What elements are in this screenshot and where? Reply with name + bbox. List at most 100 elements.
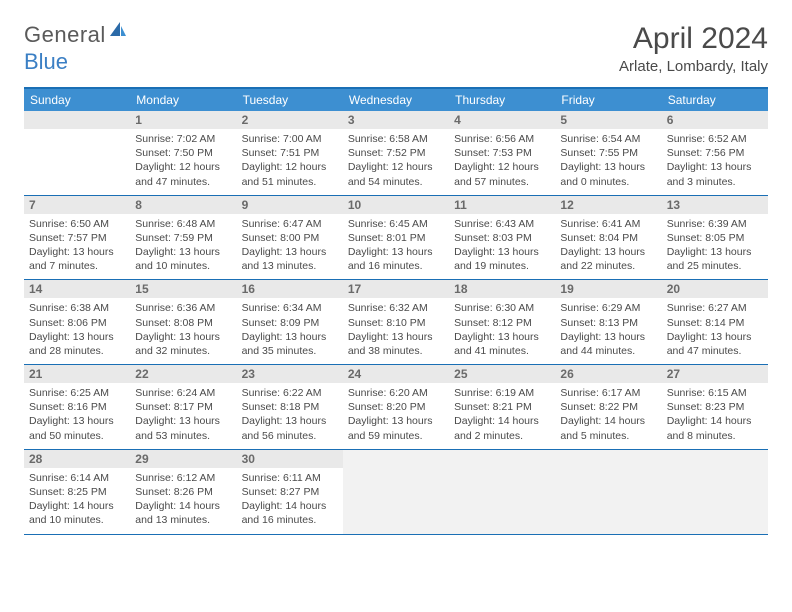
- sunset-line: Sunset: 8:17 PM: [135, 400, 231, 414]
- weekday-thursday: Thursday: [449, 89, 555, 111]
- day-body: Sunrise: 6:22 AMSunset: 8:18 PMDaylight:…: [237, 383, 343, 449]
- day-number: 18: [449, 280, 555, 298]
- day-number: 27: [662, 365, 768, 383]
- logo-text-blue: Blue: [24, 49, 768, 75]
- day-cell: 11Sunrise: 6:43 AMSunset: 8:03 PMDayligh…: [449, 196, 555, 280]
- day-body: Sunrise: 6:38 AMSunset: 8:06 PMDaylight:…: [24, 298, 130, 364]
- daylight-line: Daylight: 14 hours and 5 minutes.: [560, 414, 656, 442]
- daylight-line: Daylight: 13 hours and 13 minutes.: [242, 245, 338, 273]
- day-body: Sunrise: 6:45 AMSunset: 8:01 PMDaylight:…: [343, 214, 449, 280]
- day-cell: 20Sunrise: 6:27 AMSunset: 8:14 PMDayligh…: [662, 280, 768, 364]
- day-number: 12: [555, 196, 661, 214]
- sunset-line: Sunset: 8:08 PM: [135, 316, 231, 330]
- daylight-line: Daylight: 13 hours and 25 minutes.: [667, 245, 763, 273]
- sunrise-line: Sunrise: 6:24 AM: [135, 386, 231, 400]
- weekday-friday: Friday: [555, 89, 661, 111]
- week-row: 28Sunrise: 6:14 AMSunset: 8:25 PMDayligh…: [24, 450, 768, 535]
- weekday-saturday: Saturday: [662, 89, 768, 111]
- day-number: 5: [555, 111, 661, 129]
- day-number: 29: [130, 450, 236, 468]
- sunrise-line: Sunrise: 6:43 AM: [454, 217, 550, 231]
- day-cell: 8Sunrise: 6:48 AMSunset: 7:59 PMDaylight…: [130, 196, 236, 280]
- daylight-line: Daylight: 13 hours and 32 minutes.: [135, 330, 231, 358]
- day-cell: 6Sunrise: 6:52 AMSunset: 7:56 PMDaylight…: [662, 111, 768, 195]
- sunrise-line: Sunrise: 6:17 AM: [560, 386, 656, 400]
- sunset-line: Sunset: 8:23 PM: [667, 400, 763, 414]
- day-number-trailing: [449, 450, 555, 468]
- day-number: 26: [555, 365, 661, 383]
- sail-icon: [108, 20, 128, 46]
- day-body: Sunrise: 6:47 AMSunset: 8:00 PMDaylight:…: [237, 214, 343, 280]
- sunrise-line: Sunrise: 6:30 AM: [454, 301, 550, 315]
- day-cell: 19Sunrise: 6:29 AMSunset: 8:13 PMDayligh…: [555, 280, 661, 364]
- sunset-line: Sunset: 7:59 PM: [135, 231, 231, 245]
- sunset-line: Sunset: 7:56 PM: [667, 146, 763, 160]
- daylight-line: Daylight: 13 hours and 7 minutes.: [29, 245, 125, 273]
- sunset-line: Sunset: 7:55 PM: [560, 146, 656, 160]
- sunrise-line: Sunrise: 6:52 AM: [667, 132, 763, 146]
- sunrise-line: Sunrise: 6:58 AM: [348, 132, 444, 146]
- sunset-line: Sunset: 8:26 PM: [135, 485, 231, 499]
- day-number: 4: [449, 111, 555, 129]
- sunrise-line: Sunrise: 6:34 AM: [242, 301, 338, 315]
- daylight-line: Daylight: 13 hours and 50 minutes.: [29, 414, 125, 442]
- day-body: Sunrise: 6:54 AMSunset: 7:55 PMDaylight:…: [555, 129, 661, 195]
- daylight-line: Daylight: 12 hours and 47 minutes.: [135, 160, 231, 188]
- day-body: Sunrise: 6:41 AMSunset: 8:04 PMDaylight:…: [555, 214, 661, 280]
- day-cell: 25Sunrise: 6:19 AMSunset: 8:21 PMDayligh…: [449, 365, 555, 449]
- day-number: 21: [24, 365, 130, 383]
- day-number-trailing: [555, 450, 661, 468]
- sunset-line: Sunset: 8:04 PM: [560, 231, 656, 245]
- day-body: Sunrise: 6:36 AMSunset: 8:08 PMDaylight:…: [130, 298, 236, 364]
- sunset-line: Sunset: 8:22 PM: [560, 400, 656, 414]
- sunrise-line: Sunrise: 7:02 AM: [135, 132, 231, 146]
- day-cell: 14Sunrise: 6:38 AMSunset: 8:06 PMDayligh…: [24, 280, 130, 364]
- daylight-line: Daylight: 14 hours and 8 minutes.: [667, 414, 763, 442]
- day-body: Sunrise: 6:17 AMSunset: 8:22 PMDaylight:…: [555, 383, 661, 449]
- daylight-line: Daylight: 14 hours and 16 minutes.: [242, 499, 338, 527]
- sunset-line: Sunset: 8:01 PM: [348, 231, 444, 245]
- sunset-line: Sunset: 8:20 PM: [348, 400, 444, 414]
- day-number: 9: [237, 196, 343, 214]
- sunset-line: Sunset: 8:05 PM: [667, 231, 763, 245]
- daylight-line: Daylight: 13 hours and 56 minutes.: [242, 414, 338, 442]
- daylight-line: Daylight: 14 hours and 13 minutes.: [135, 499, 231, 527]
- weekday-monday: Monday: [130, 89, 236, 111]
- weeks-container: 1Sunrise: 7:02 AMSunset: 7:50 PMDaylight…: [24, 111, 768, 535]
- day-cell: 2Sunrise: 7:00 AMSunset: 7:51 PMDaylight…: [237, 111, 343, 195]
- day-body: Sunrise: 6:43 AMSunset: 8:03 PMDaylight:…: [449, 214, 555, 280]
- daylight-line: Daylight: 13 hours and 44 minutes.: [560, 330, 656, 358]
- sunrise-line: Sunrise: 6:39 AM: [667, 217, 763, 231]
- sunset-line: Sunset: 8:10 PM: [348, 316, 444, 330]
- day-body: Sunrise: 6:48 AMSunset: 7:59 PMDaylight:…: [130, 214, 236, 280]
- sunrise-line: Sunrise: 6:45 AM: [348, 217, 444, 231]
- day-number: 23: [237, 365, 343, 383]
- calendar-page: General April 2024 Arlate, Lombardy, Ita…: [0, 0, 792, 535]
- daylight-line: Daylight: 13 hours and 53 minutes.: [135, 414, 231, 442]
- day-number: 16: [237, 280, 343, 298]
- day-body: Sunrise: 6:12 AMSunset: 8:26 PMDaylight:…: [130, 468, 236, 534]
- day-body: Sunrise: 6:11 AMSunset: 8:27 PMDaylight:…: [237, 468, 343, 534]
- day-cell: [24, 111, 130, 195]
- day-number: 13: [662, 196, 768, 214]
- day-number: 8: [130, 196, 236, 214]
- day-cell: 4Sunrise: 6:56 AMSunset: 7:53 PMDaylight…: [449, 111, 555, 195]
- sunset-line: Sunset: 7:57 PM: [29, 231, 125, 245]
- day-number-trailing: [662, 450, 768, 468]
- day-number: 24: [343, 365, 449, 383]
- weekday-sunday: Sunday: [24, 89, 130, 111]
- sunset-line: Sunset: 8:16 PM: [29, 400, 125, 414]
- day-cell: 30Sunrise: 6:11 AMSunset: 8:27 PMDayligh…: [237, 450, 343, 534]
- week-row: 14Sunrise: 6:38 AMSunset: 8:06 PMDayligh…: [24, 280, 768, 365]
- sunrise-line: Sunrise: 6:38 AM: [29, 301, 125, 315]
- daylight-line: Daylight: 13 hours and 47 minutes.: [667, 330, 763, 358]
- day-body: Sunrise: 6:14 AMSunset: 8:25 PMDaylight:…: [24, 468, 130, 534]
- sunrise-line: Sunrise: 6:36 AM: [135, 301, 231, 315]
- day-body-trailing: [343, 468, 449, 534]
- day-body: Sunrise: 6:39 AMSunset: 8:05 PMDaylight:…: [662, 214, 768, 280]
- day-body: Sunrise: 7:00 AMSunset: 7:51 PMDaylight:…: [237, 129, 343, 195]
- daylight-line: Daylight: 13 hours and 19 minutes.: [454, 245, 550, 273]
- daylight-line: Daylight: 13 hours and 35 minutes.: [242, 330, 338, 358]
- day-number: 15: [130, 280, 236, 298]
- day-body: Sunrise: 6:32 AMSunset: 8:10 PMDaylight:…: [343, 298, 449, 364]
